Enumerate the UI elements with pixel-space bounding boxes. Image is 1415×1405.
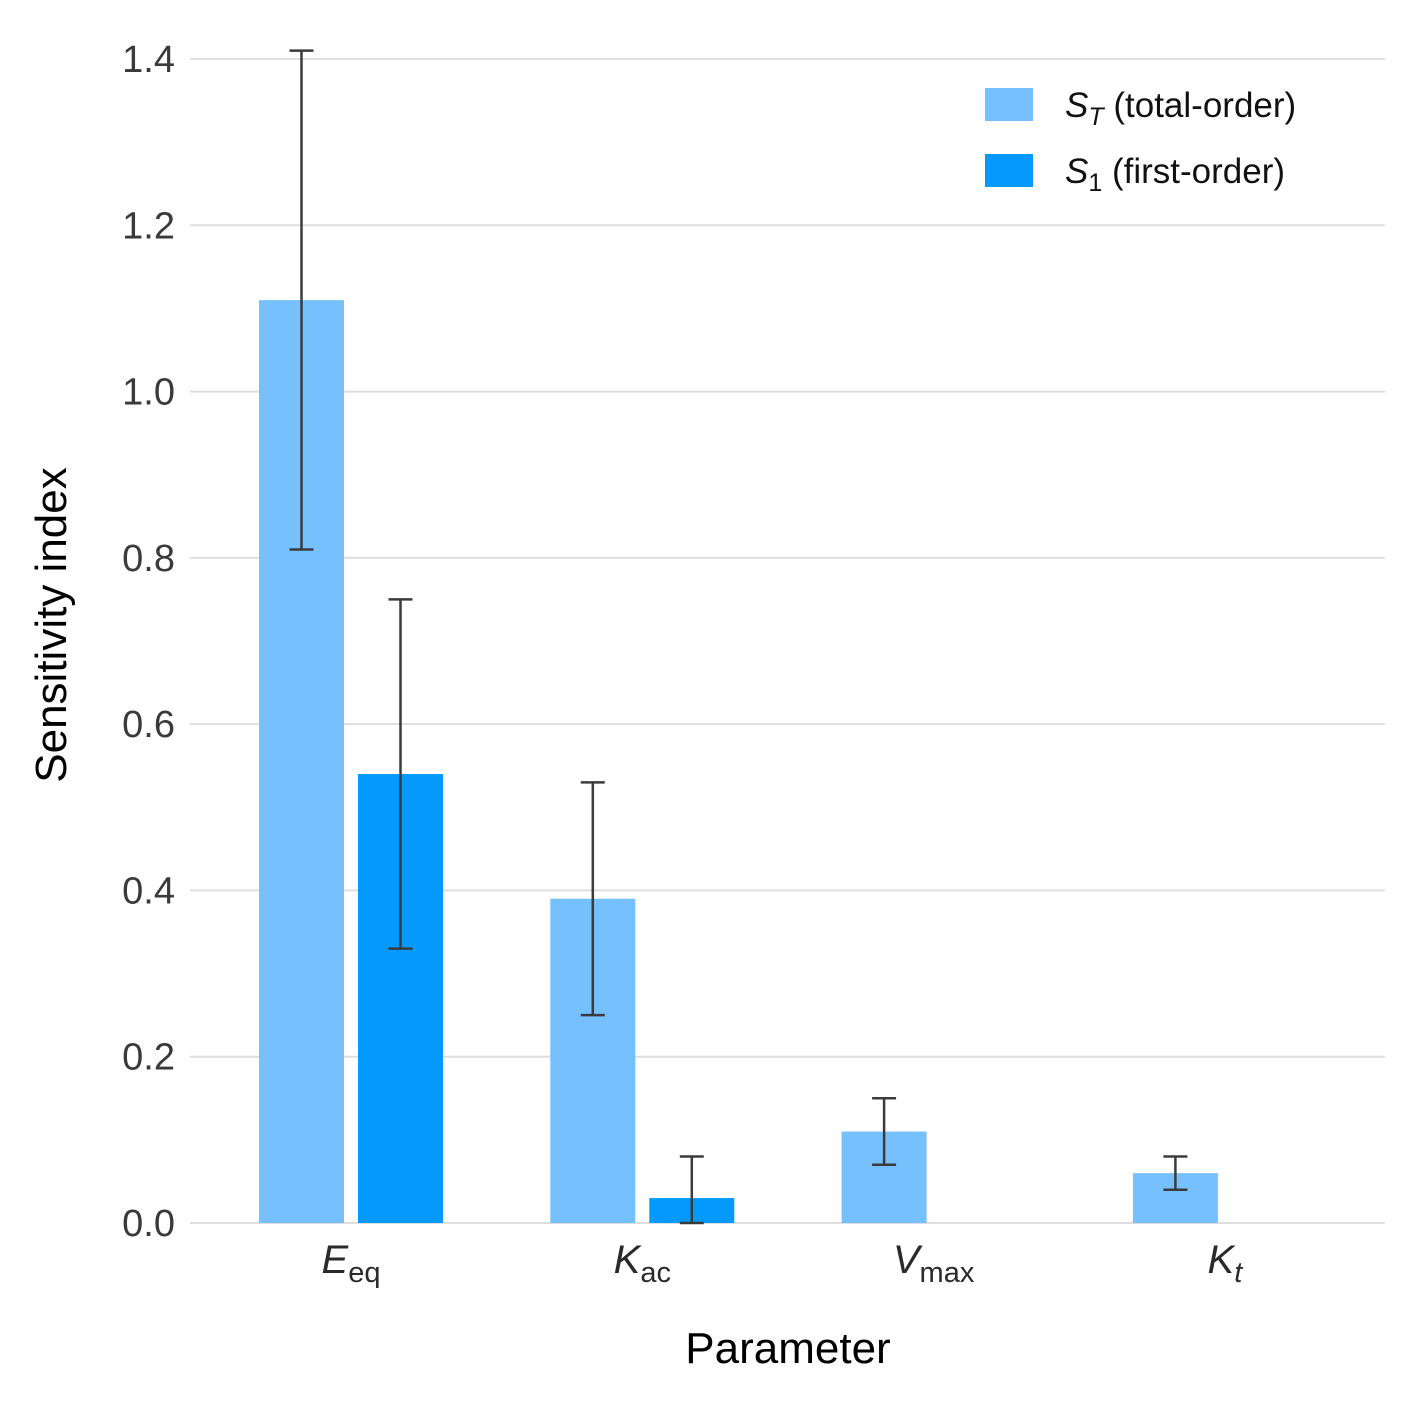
y-tick-label: 0.4 — [122, 870, 175, 912]
legend-description: (total-order) — [1104, 86, 1297, 125]
y-tick-label: 0.2 — [122, 1037, 175, 1079]
legend-label: ST (total-order) — [1065, 86, 1296, 131]
legend-symbol: S — [1065, 152, 1088, 191]
x-tick-symbol: K — [1208, 1238, 1237, 1282]
y-tick-label: 1.0 — [122, 372, 175, 414]
x-tick-subscript: t — [1234, 1257, 1244, 1289]
legend-label: S1 (first-order) — [1065, 152, 1285, 197]
x-tick-label: Kt — [1208, 1238, 1245, 1289]
y-tick-label: 0.8 — [122, 538, 175, 580]
error-bars — [289, 49, 1188, 1225]
legend-swatch — [985, 154, 1033, 187]
legend-swatch — [985, 88, 1033, 121]
y-tick-label: 1.4 — [122, 39, 175, 81]
x-tick-symbol: E — [322, 1238, 350, 1282]
x-tick-symbol: V — [893, 1238, 923, 1282]
x-axis-title: Parameter — [685, 1324, 890, 1373]
legend: ST (total-order)S1 (first-order) — [985, 86, 1296, 197]
x-tick-symbol: K — [614, 1238, 643, 1282]
y-tick-label: 1.2 — [122, 205, 175, 247]
y-axis-ticks: 0.0 0.2 0.4 0.6 0.8 1.0 1.2 1.4 — [122, 39, 175, 1245]
x-tick-label: Eeq — [322, 1238, 381, 1289]
legend-subscript: T — [1088, 103, 1105, 131]
y-tick-label: 0.0 — [122, 1203, 175, 1245]
x-tick-label: Kac — [614, 1238, 671, 1289]
legend-subscript: 1 — [1088, 169, 1102, 197]
x-tick-subscript: max — [920, 1257, 975, 1289]
x-tick-label: Vmax — [893, 1238, 975, 1289]
bars — [259, 300, 1218, 1224]
x-tick-subscript: ac — [640, 1257, 671, 1289]
y-axis-title: Sensitivity index — [27, 467, 76, 782]
legend-symbol: S — [1065, 86, 1088, 125]
x-axis-ticks: Eeq Kac Vmax Kt — [322, 1238, 1245, 1289]
y-tick-label: 0.6 — [122, 704, 175, 746]
x-tick-subscript: eq — [348, 1257, 380, 1289]
legend-description: (first-order) — [1102, 152, 1285, 191]
